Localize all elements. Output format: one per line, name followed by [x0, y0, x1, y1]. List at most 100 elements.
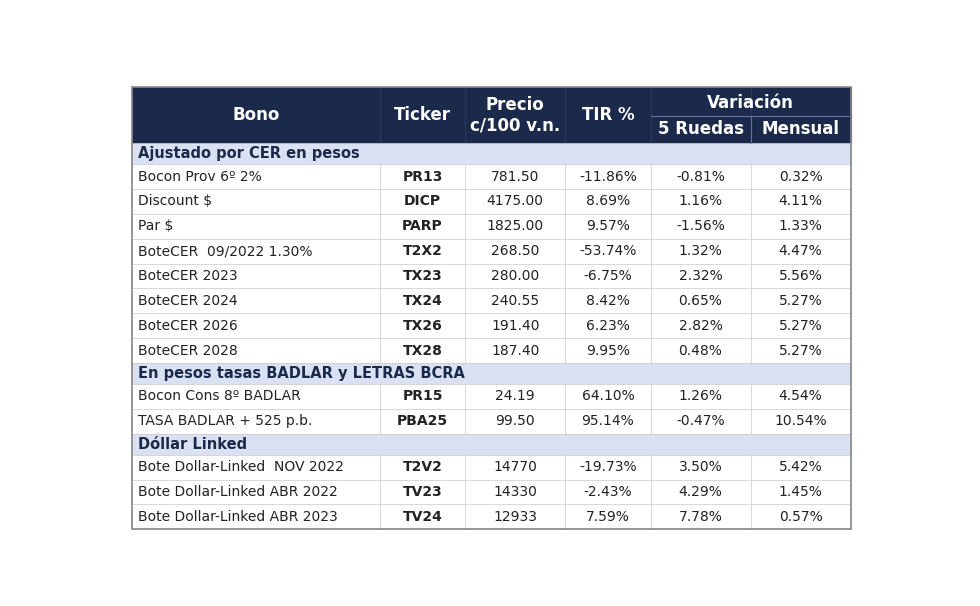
- Text: T2X2: T2X2: [403, 244, 443, 258]
- Text: Bote Dollar-Linked  NOV 2022: Bote Dollar-Linked NOV 2022: [138, 460, 344, 474]
- Text: 99.50: 99.50: [496, 415, 535, 428]
- Bar: [131, 87, 380, 143]
- Text: 0.65%: 0.65%: [678, 294, 722, 308]
- Text: 10.54%: 10.54%: [774, 415, 827, 428]
- Text: 2.82%: 2.82%: [678, 319, 722, 333]
- Bar: [466, 454, 565, 479]
- Bar: [651, 479, 751, 504]
- Bar: [565, 239, 651, 264]
- Text: Bocon Cons 8º BADLAR: Bocon Cons 8º BADLAR: [138, 390, 301, 404]
- Bar: [131, 214, 380, 239]
- Bar: [565, 409, 651, 434]
- Text: -0.47%: -0.47%: [676, 415, 725, 428]
- Text: BoteCER  09/2022 1.30%: BoteCER 09/2022 1.30%: [138, 244, 313, 258]
- Text: TX23: TX23: [403, 269, 442, 283]
- Bar: [565, 264, 651, 288]
- Text: 4.11%: 4.11%: [779, 195, 822, 208]
- Bar: [651, 288, 751, 313]
- Text: TASA BADLAR + 525 p.b.: TASA BADLAR + 525 p.b.: [138, 415, 313, 428]
- Bar: [751, 214, 851, 239]
- Bar: [131, 313, 380, 338]
- Bar: [466, 214, 565, 239]
- Text: PBA25: PBA25: [397, 415, 448, 428]
- Bar: [131, 239, 380, 264]
- Bar: [751, 338, 851, 363]
- Text: 0.32%: 0.32%: [779, 170, 822, 184]
- Bar: [380, 239, 466, 264]
- Text: BoteCER 2026: BoteCER 2026: [138, 319, 238, 333]
- Bar: [131, 504, 380, 529]
- Bar: [565, 87, 651, 143]
- Text: 3.50%: 3.50%: [679, 460, 722, 474]
- Bar: [565, 189, 651, 214]
- Bar: [466, 384, 565, 409]
- Bar: [751, 264, 851, 288]
- Bar: [466, 264, 565, 288]
- Text: -2.43%: -2.43%: [583, 485, 632, 499]
- Text: 8.42%: 8.42%: [586, 294, 630, 308]
- Text: Precio
c/100 v.n.: Precio c/100 v.n.: [470, 96, 561, 135]
- Text: Ajustado por CER en pesos: Ajustado por CER en pesos: [138, 146, 361, 161]
- Bar: [651, 454, 751, 479]
- Bar: [751, 189, 851, 214]
- Bar: [466, 338, 565, 363]
- Text: 5.27%: 5.27%: [779, 319, 822, 333]
- Bar: [466, 504, 565, 529]
- Bar: [131, 288, 380, 313]
- Text: 5.27%: 5.27%: [779, 294, 822, 308]
- Text: -1.56%: -1.56%: [676, 219, 725, 233]
- Bar: [466, 189, 565, 214]
- Text: PR15: PR15: [403, 390, 443, 404]
- Bar: [565, 454, 651, 479]
- Bar: [651, 239, 751, 264]
- Bar: [466, 164, 565, 189]
- Bar: [651, 504, 751, 529]
- Text: -0.81%: -0.81%: [676, 170, 725, 184]
- Bar: [131, 409, 380, 434]
- Bar: [565, 288, 651, 313]
- Text: 64.10%: 64.10%: [581, 390, 634, 404]
- Text: 1.45%: 1.45%: [779, 485, 822, 499]
- Text: Mensual: Mensual: [761, 120, 840, 138]
- Bar: [751, 454, 851, 479]
- Text: 6.23%: 6.23%: [586, 319, 630, 333]
- Text: 9.95%: 9.95%: [586, 344, 630, 358]
- Text: 14770: 14770: [493, 460, 537, 474]
- Bar: [751, 479, 851, 504]
- Text: Variación: Variación: [708, 93, 794, 112]
- Text: TIR %: TIR %: [581, 106, 634, 124]
- Bar: [565, 504, 651, 529]
- Bar: [651, 264, 751, 288]
- Text: 4.29%: 4.29%: [678, 485, 722, 499]
- Bar: [131, 143, 851, 164]
- Bar: [751, 313, 851, 338]
- Text: Dóllar Linked: Dóllar Linked: [138, 437, 248, 451]
- Text: 191.40: 191.40: [491, 319, 539, 333]
- Text: Bocon Prov 6º 2%: Bocon Prov 6º 2%: [138, 170, 263, 184]
- Bar: [131, 454, 380, 479]
- Bar: [131, 384, 380, 409]
- Bar: [751, 288, 851, 313]
- Bar: [651, 164, 751, 189]
- Bar: [565, 384, 651, 409]
- Bar: [466, 313, 565, 338]
- Text: T2V2: T2V2: [403, 460, 443, 474]
- Text: 95.14%: 95.14%: [581, 415, 634, 428]
- Bar: [131, 164, 380, 189]
- Bar: [380, 384, 466, 409]
- Bar: [380, 479, 466, 504]
- Bar: [380, 338, 466, 363]
- Text: BoteCER 2028: BoteCER 2028: [138, 344, 238, 358]
- Bar: [751, 409, 851, 434]
- Bar: [380, 264, 466, 288]
- Bar: [380, 87, 466, 143]
- Text: TV24: TV24: [403, 510, 443, 524]
- Text: 8.69%: 8.69%: [586, 195, 630, 208]
- Text: 5.56%: 5.56%: [779, 269, 822, 283]
- Bar: [380, 454, 466, 479]
- Text: 1.33%: 1.33%: [779, 219, 822, 233]
- Text: BoteCER 2024: BoteCER 2024: [138, 294, 238, 308]
- Text: 5.42%: 5.42%: [779, 460, 822, 474]
- Bar: [466, 409, 565, 434]
- Text: Discount $: Discount $: [138, 195, 213, 208]
